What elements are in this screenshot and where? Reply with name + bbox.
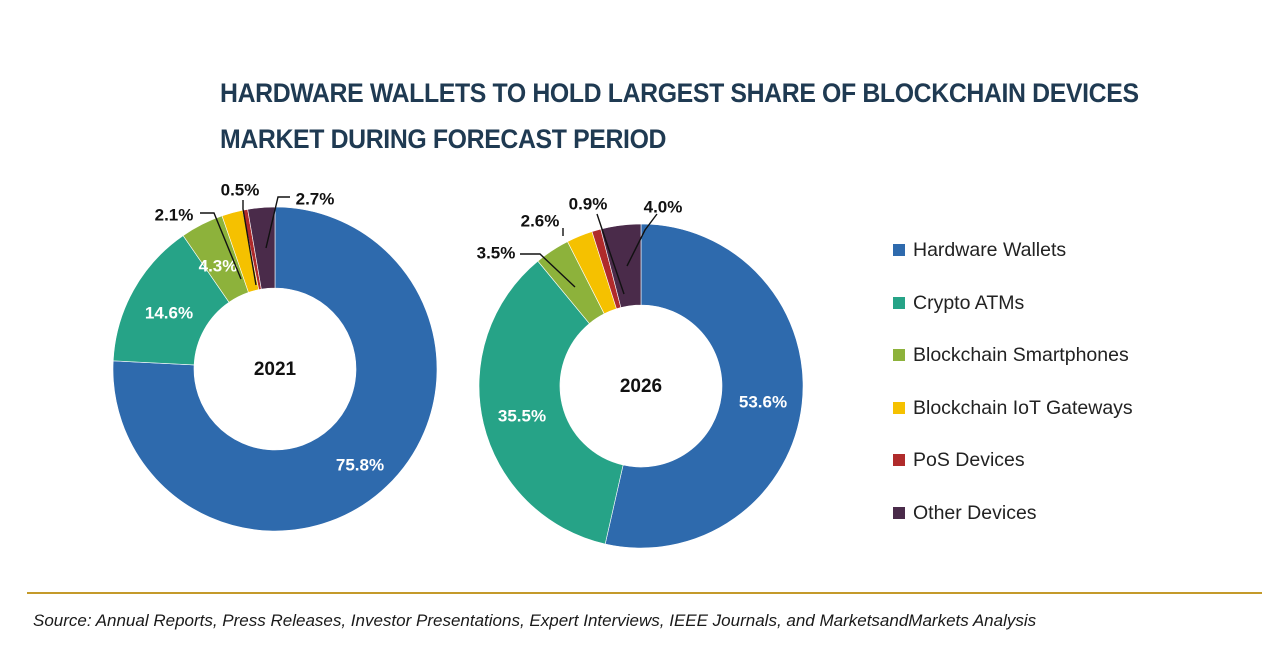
legend-label: Blockchain IoT Gateways — [913, 396, 1133, 419]
legend-swatch — [893, 349, 905, 361]
legend-label: Crypto ATMs — [913, 291, 1025, 314]
callout-leader-2026-2 — [520, 253, 576, 288]
donut-center-label-2021: 2021 — [254, 359, 297, 380]
donut-slice-2026-hardware-wallets — [604, 223, 804, 549]
footer-divider — [27, 592, 1262, 594]
chart-title-line-1: HARDWARE WALLETS TO HOLD LARGEST SHARE O… — [220, 78, 1139, 108]
data-label-2026-1: 35.5% — [498, 406, 546, 425]
data-label-2021-0: 75.8% — [336, 455, 384, 474]
data-label-2026-2: 3.5% — [477, 243, 516, 262]
donut-slice-2021-crypto-atms — [112, 235, 230, 366]
legend-swatch — [893, 297, 905, 309]
legend-label: Blockchain Smartphones — [913, 343, 1129, 366]
donut-slice-2026-crypto-atms — [478, 260, 624, 545]
source-note: Source: Annual Reports, Press Releases, … — [33, 611, 1037, 630]
data-label-2021-3: 2.1% — [155, 205, 194, 224]
legend-item-other-devices: Other Devices — [893, 498, 1037, 528]
legend-item-hardware-wallets: Hardware Wallets — [893, 235, 1066, 265]
data-label-2021-1: 14.6% — [145, 303, 193, 322]
legend-swatch — [893, 507, 905, 519]
callout-leader-2021-5 — [265, 196, 290, 249]
legend-label: PoS Devices — [913, 448, 1025, 471]
legend-swatch — [893, 402, 905, 414]
legend-swatch — [893, 454, 905, 466]
donut-center-label-2026: 2026 — [620, 376, 662, 397]
legend-label: Hardware Wallets — [913, 238, 1067, 261]
data-label-2026-4: 0.9% — [569, 194, 608, 213]
legend-swatch — [893, 244, 905, 256]
data-label-2026-0: 53.6% — [739, 392, 787, 411]
chart-title-line-2: MARKET DURING FORECAST PERIOD — [220, 124, 667, 154]
callout-leader-2026-5 — [626, 213, 658, 267]
donut-slice-2021-hardware-wallets — [112, 206, 438, 532]
callout-leader-2021-3 — [200, 212, 242, 280]
legend-item-blockchain-smartphones: Blockchain Smartphones — [893, 340, 1129, 370]
data-label-2026-5: 4.0% — [644, 197, 683, 216]
callout-leader-2026-4 — [596, 213, 625, 295]
data-label-2021-5: 2.7% — [296, 189, 335, 208]
legend-label: Other Devices — [913, 501, 1037, 524]
legend-item-blockchain-iot-gateways: Blockchain IoT Gateways — [893, 393, 1133, 423]
callout-leader-2021-4 — [242, 200, 257, 286]
donut-slice-2021-other-devices — [247, 206, 276, 290]
data-label-2026-3: 2.6% — [521, 211, 560, 230]
data-label-2021-2: 4.3% — [199, 256, 238, 275]
chart-title: HARDWARE WALLETS TO HOLD LARGEST SHARE O… — [220, 70, 1140, 162]
legend-item-crypto-atms: Crypto ATMs — [893, 288, 1024, 318]
data-label-2021-4: 0.5% — [221, 180, 260, 199]
donut-slice-2026-other-devices — [600, 223, 642, 308]
legend-item-pos-devices: PoS Devices — [893, 445, 1025, 475]
